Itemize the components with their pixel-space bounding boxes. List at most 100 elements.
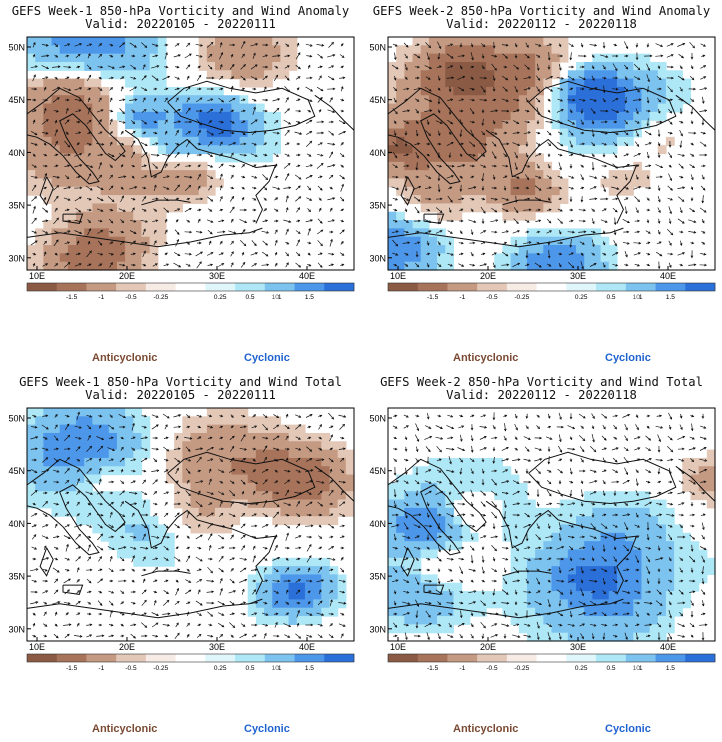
lon-tick-label: 40E (299, 271, 315, 281)
colorbar-swatch (56, 283, 87, 291)
colorbar-swatch (27, 283, 58, 291)
colorbar-swatch (116, 654, 147, 662)
colorbar-swatch (205, 283, 236, 291)
lon-tick-label: 20E (480, 642, 496, 652)
colorbar-swatch (86, 283, 117, 291)
map-frame (387, 36, 716, 271)
lon-tick-label: 20E (119, 642, 135, 652)
lat-tick-label: 50N (8, 414, 25, 424)
colorbar-tick-label: 1.5 (305, 665, 314, 672)
wind-vectors (30, 411, 347, 640)
colorbar-swatch (145, 654, 176, 662)
colorbar-swatch (477, 283, 508, 291)
vorticity-wind-map: 50N 45N 40N 35N 30N 10E 20E 30E 40E -1.5 -1 -0.5 -0.… (369, 36, 716, 301)
map-frame (26, 36, 355, 271)
lat-tick-label: 35N (8, 572, 25, 582)
panel-week2-anomaly: GEFS Week-2 850-hPa Vorticity and Wind A… (361, 0, 722, 371)
colorbar-tick-label: -1.5 (427, 294, 439, 301)
colorbar-tick-label: 1.5 (305, 294, 314, 301)
lon-tick-label: 20E (119, 271, 135, 281)
colorbar-swatch (294, 654, 325, 662)
colorbar-tick-label: -0.5 (486, 665, 498, 672)
colorbar-swatch (417, 283, 448, 291)
colorbar-tick-label: 1 (639, 665, 643, 672)
colorbar-tick-label: 0.5 (606, 294, 615, 301)
coastlines (26, 80, 355, 248)
colorbar-swatch (56, 654, 87, 662)
anticyclonic-label: Anticyclonic (92, 723, 158, 735)
colorbar-swatch (447, 283, 478, 291)
lat-tick-label: 30N (369, 253, 386, 263)
panel-title: GEFS Week-2 850-hPa Vorticity and Wind A… (372, 4, 711, 18)
colorbar-swatch (596, 654, 627, 662)
wind-vectors (30, 40, 347, 269)
colorbar-swatch (536, 654, 567, 662)
panel-week1-total: GEFS Week-1 850-hPa Vorticity and Wind T… (0, 371, 361, 742)
colorbar-tick-label: -0.25 (153, 294, 168, 301)
colorbar-swatch (388, 283, 419, 291)
colorbar-swatch (596, 283, 627, 291)
colorbar-swatch (145, 283, 176, 291)
colorbar-swatch (264, 654, 295, 662)
colorbar-tick-label: -1 (98, 294, 104, 301)
colorbar-swatch (264, 283, 295, 291)
lat-tick-label: 45N (8, 95, 25, 105)
lon-tick-label: 30E (570, 642, 586, 652)
colorbar-tick-label: -0.25 (514, 665, 529, 672)
vorticity-wind-map: 50N 45N 40N 35N 30N 10E 20E 30E 40E -1.5 -1 -0.5 -0.… (369, 407, 716, 672)
colorbar-tick-label: 1 (278, 294, 282, 301)
lon-tick-label: 10E (29, 642, 45, 652)
colorbar-tick-label: -1 (459, 665, 465, 672)
colorbar-tick-label: 0.25 (214, 665, 227, 672)
lon-tick-label: 30E (209, 271, 225, 281)
colorbar-swatch (235, 283, 266, 291)
colorbar: -1.5 -1 -0.5 -0.25 0.25 0.5 1 1.5 10 (387, 282, 716, 301)
cyclonic-label: Cyclonic (605, 723, 651, 735)
wind-vectors (391, 41, 708, 270)
lon-tick-label: 30E (570, 271, 586, 281)
colorbar-tick-label: -1.5 (66, 294, 78, 301)
lat-tick-label: 40N (369, 148, 386, 158)
colorbar-swatch (27, 654, 58, 662)
colorbar-tick-label: 0.25 (575, 294, 588, 301)
lat-tick-label: 45N (369, 95, 386, 105)
colorbar-tick-label: -1.5 (427, 665, 439, 672)
colorbar-swatch (566, 654, 597, 662)
lat-tick-label: 40N (8, 148, 25, 158)
colorbar-tick-label: 0.25 (575, 665, 588, 672)
lat-tick-label: 35N (369, 201, 386, 211)
colorbar-scale-label: 10 (272, 665, 280, 672)
colorbar-swatch (506, 283, 537, 291)
lon-tick-label: 10E (29, 271, 45, 281)
lon-tick-label: 30E (209, 642, 225, 652)
lat-tick-label: 35N (8, 201, 25, 211)
colorbar-swatch (506, 654, 537, 662)
colorbar-scale-label: 10 (633, 294, 641, 301)
colorbar-swatch (655, 283, 686, 291)
anticyclonic-label: Anticyclonic (92, 352, 158, 364)
panel-valid-dates: Valid: 20220105 - 20220111 (85, 17, 276, 31)
lat-tick-label: 30N (8, 624, 25, 634)
map-layer (388, 408, 716, 642)
colorbar-swatch (294, 283, 325, 291)
lat-tick-label: 30N (8, 253, 25, 263)
anticyclonic-label: Anticyclonic (453, 352, 519, 364)
lat-tick-label: 45N (8, 466, 25, 476)
colorbar-tick-label: -0.5 (125, 665, 137, 672)
cyclonic-label: Cyclonic (244, 723, 290, 735)
colorbar-swatch (447, 654, 478, 662)
colorbar-swatch (175, 283, 206, 291)
lon-tick-label: 10E (390, 642, 406, 652)
colorbar-tick-label: -0.25 (514, 294, 529, 301)
lon-tick-label: 20E (480, 271, 496, 281)
coastlines (387, 451, 716, 619)
colorbar: -1.5 -1 -0.5 -0.25 0.25 0.5 1 1.5 10 (26, 653, 355, 672)
colorbar-scale-label: 10 (272, 294, 280, 301)
lat-tick-label: 45N (369, 466, 386, 476)
colorbar-tick-label: 0.5 (245, 665, 254, 672)
map-frame (26, 407, 355, 642)
colorbar-swatch (536, 283, 567, 291)
lat-tick-label: 40N (8, 519, 25, 529)
panel-valid-dates: Valid: 20220112 - 20220118 (446, 17, 637, 31)
colorbar-tick-label: -0.5 (125, 294, 137, 301)
